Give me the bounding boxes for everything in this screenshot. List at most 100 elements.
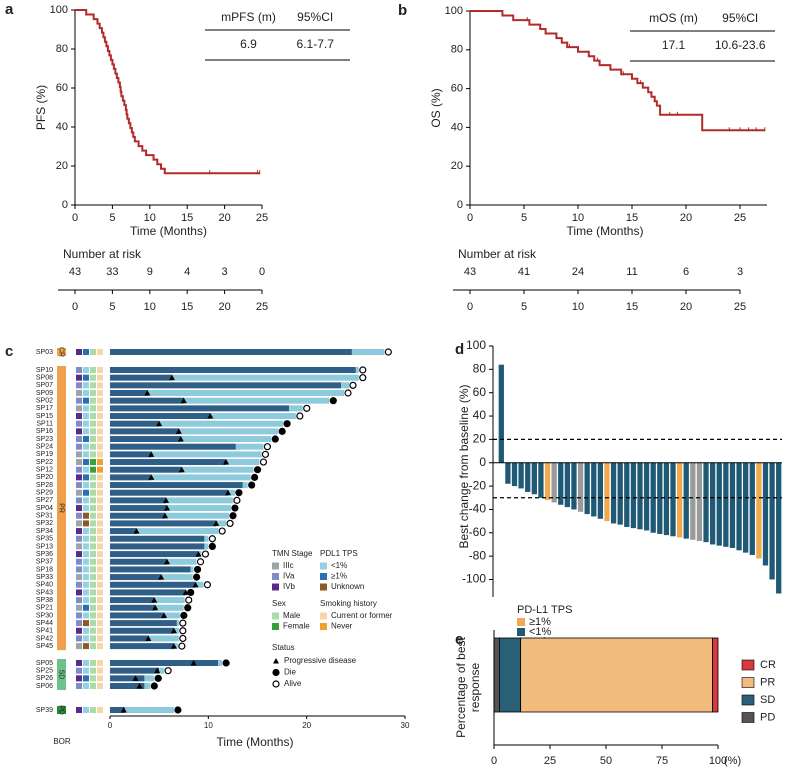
progression-marker (180, 397, 187, 404)
status-marker (218, 527, 226, 535)
patient-id: SP19 (36, 451, 53, 458)
progression-marker (158, 574, 165, 580)
bar-on (110, 535, 205, 542)
legend-title: Smoking history (320, 599, 377, 608)
attribute-cell (76, 436, 82, 443)
attribute-cell (90, 604, 96, 611)
bar (683, 462, 689, 539)
attribute-cell (97, 428, 103, 435)
patient-id: SP40 (36, 582, 53, 589)
risk-count: 9 (147, 266, 153, 278)
legend-label: Progressive disease (284, 656, 357, 665)
attribute-cell (83, 604, 89, 611)
bar-on (110, 528, 137, 535)
attribute-cell (76, 505, 82, 512)
status-marker (296, 412, 304, 420)
attribute-cell (83, 505, 89, 512)
patient-id: SP26 (36, 675, 53, 682)
y-tick-label: 80 (56, 43, 68, 55)
y-tick-label: 0 (479, 455, 486, 469)
attribute-cell (76, 413, 82, 420)
attribute-cell (83, 397, 89, 404)
y-axis-title: response (468, 662, 482, 712)
attribute-cell (83, 667, 89, 674)
legend-swatch (741, 712, 755, 723)
legend-title: PD-L1 TPS (517, 604, 572, 616)
attribute-cell (90, 528, 96, 535)
attribute-cell (76, 667, 82, 674)
bar-on (110, 635, 149, 642)
attribute-cell (76, 459, 82, 466)
status-marker (283, 420, 291, 428)
bar (756, 462, 762, 559)
status-marker (226, 519, 234, 528)
bar-on (110, 397, 184, 404)
attribute-cell (83, 489, 89, 496)
legend-swatch (320, 612, 327, 620)
status-marker (193, 565, 202, 574)
attribute-cell (90, 635, 96, 642)
attribute-cell (83, 620, 89, 627)
risk-count: 11 (626, 266, 637, 278)
table-cell: 6.9 (240, 37, 257, 51)
attribute-cell (90, 675, 96, 682)
risk-axis-label: 0 (72, 301, 78, 313)
bar-on (110, 574, 162, 581)
legend-label: Die (284, 668, 297, 677)
attribute-cell (97, 512, 103, 519)
bor-box (57, 348, 66, 356)
x-axis-title: Time (Months) (130, 224, 207, 238)
attribute-cell (97, 543, 103, 550)
bar (657, 462, 663, 534)
legend-label: IVa (283, 572, 295, 581)
y-tick-label: 40 (473, 408, 487, 422)
bar-on (110, 390, 148, 397)
attribute-cell (90, 683, 96, 690)
attribute-cell (83, 627, 89, 634)
bar-off (124, 707, 174, 713)
bar-on (110, 543, 205, 550)
panel-label: e (455, 631, 463, 648)
patient-id: SP39 (36, 707, 53, 714)
attribute-cell (76, 428, 82, 435)
bar-off (235, 443, 264, 450)
bar (716, 462, 722, 546)
bar-on (110, 675, 145, 682)
attribute-cell (83, 675, 89, 682)
x-tick-label: 25 (256, 212, 268, 224)
attribute-cell (90, 459, 96, 466)
x-tick-label: 15 (181, 212, 193, 224)
bar-on (110, 620, 177, 627)
bar (769, 462, 775, 580)
progression-marker (182, 589, 189, 595)
status-marker (164, 667, 172, 675)
progression-marker (170, 627, 177, 634)
patient-id: SP11 (36, 421, 53, 428)
bar-on (110, 505, 168, 512)
attribute-cell (90, 420, 96, 427)
legend-title: PDL1 TPS (320, 549, 358, 558)
attribute-cell (83, 707, 89, 713)
patient-id: SP08 (36, 375, 53, 382)
status-marker (174, 706, 182, 714)
attribute-cell (97, 382, 103, 389)
attribute-cell (83, 497, 89, 504)
risk-count: 4 (184, 266, 190, 278)
bar (531, 462, 537, 495)
status-marker (179, 619, 187, 627)
attribute-cell (97, 459, 103, 466)
attribute-cell (97, 420, 103, 427)
status-marker (208, 535, 216, 543)
legend-title: Sex (272, 599, 286, 608)
bar-on (110, 627, 174, 634)
bar-off (151, 474, 251, 481)
bar-on (110, 667, 160, 674)
bar-on (110, 551, 199, 558)
bar (564, 462, 570, 508)
attribute-cell (76, 349, 82, 355)
patient-id: SP45 (36, 643, 53, 650)
bar-on (110, 482, 243, 489)
attribute-cell (83, 482, 89, 489)
attribute-cell (90, 535, 96, 542)
bar-off (155, 604, 184, 611)
